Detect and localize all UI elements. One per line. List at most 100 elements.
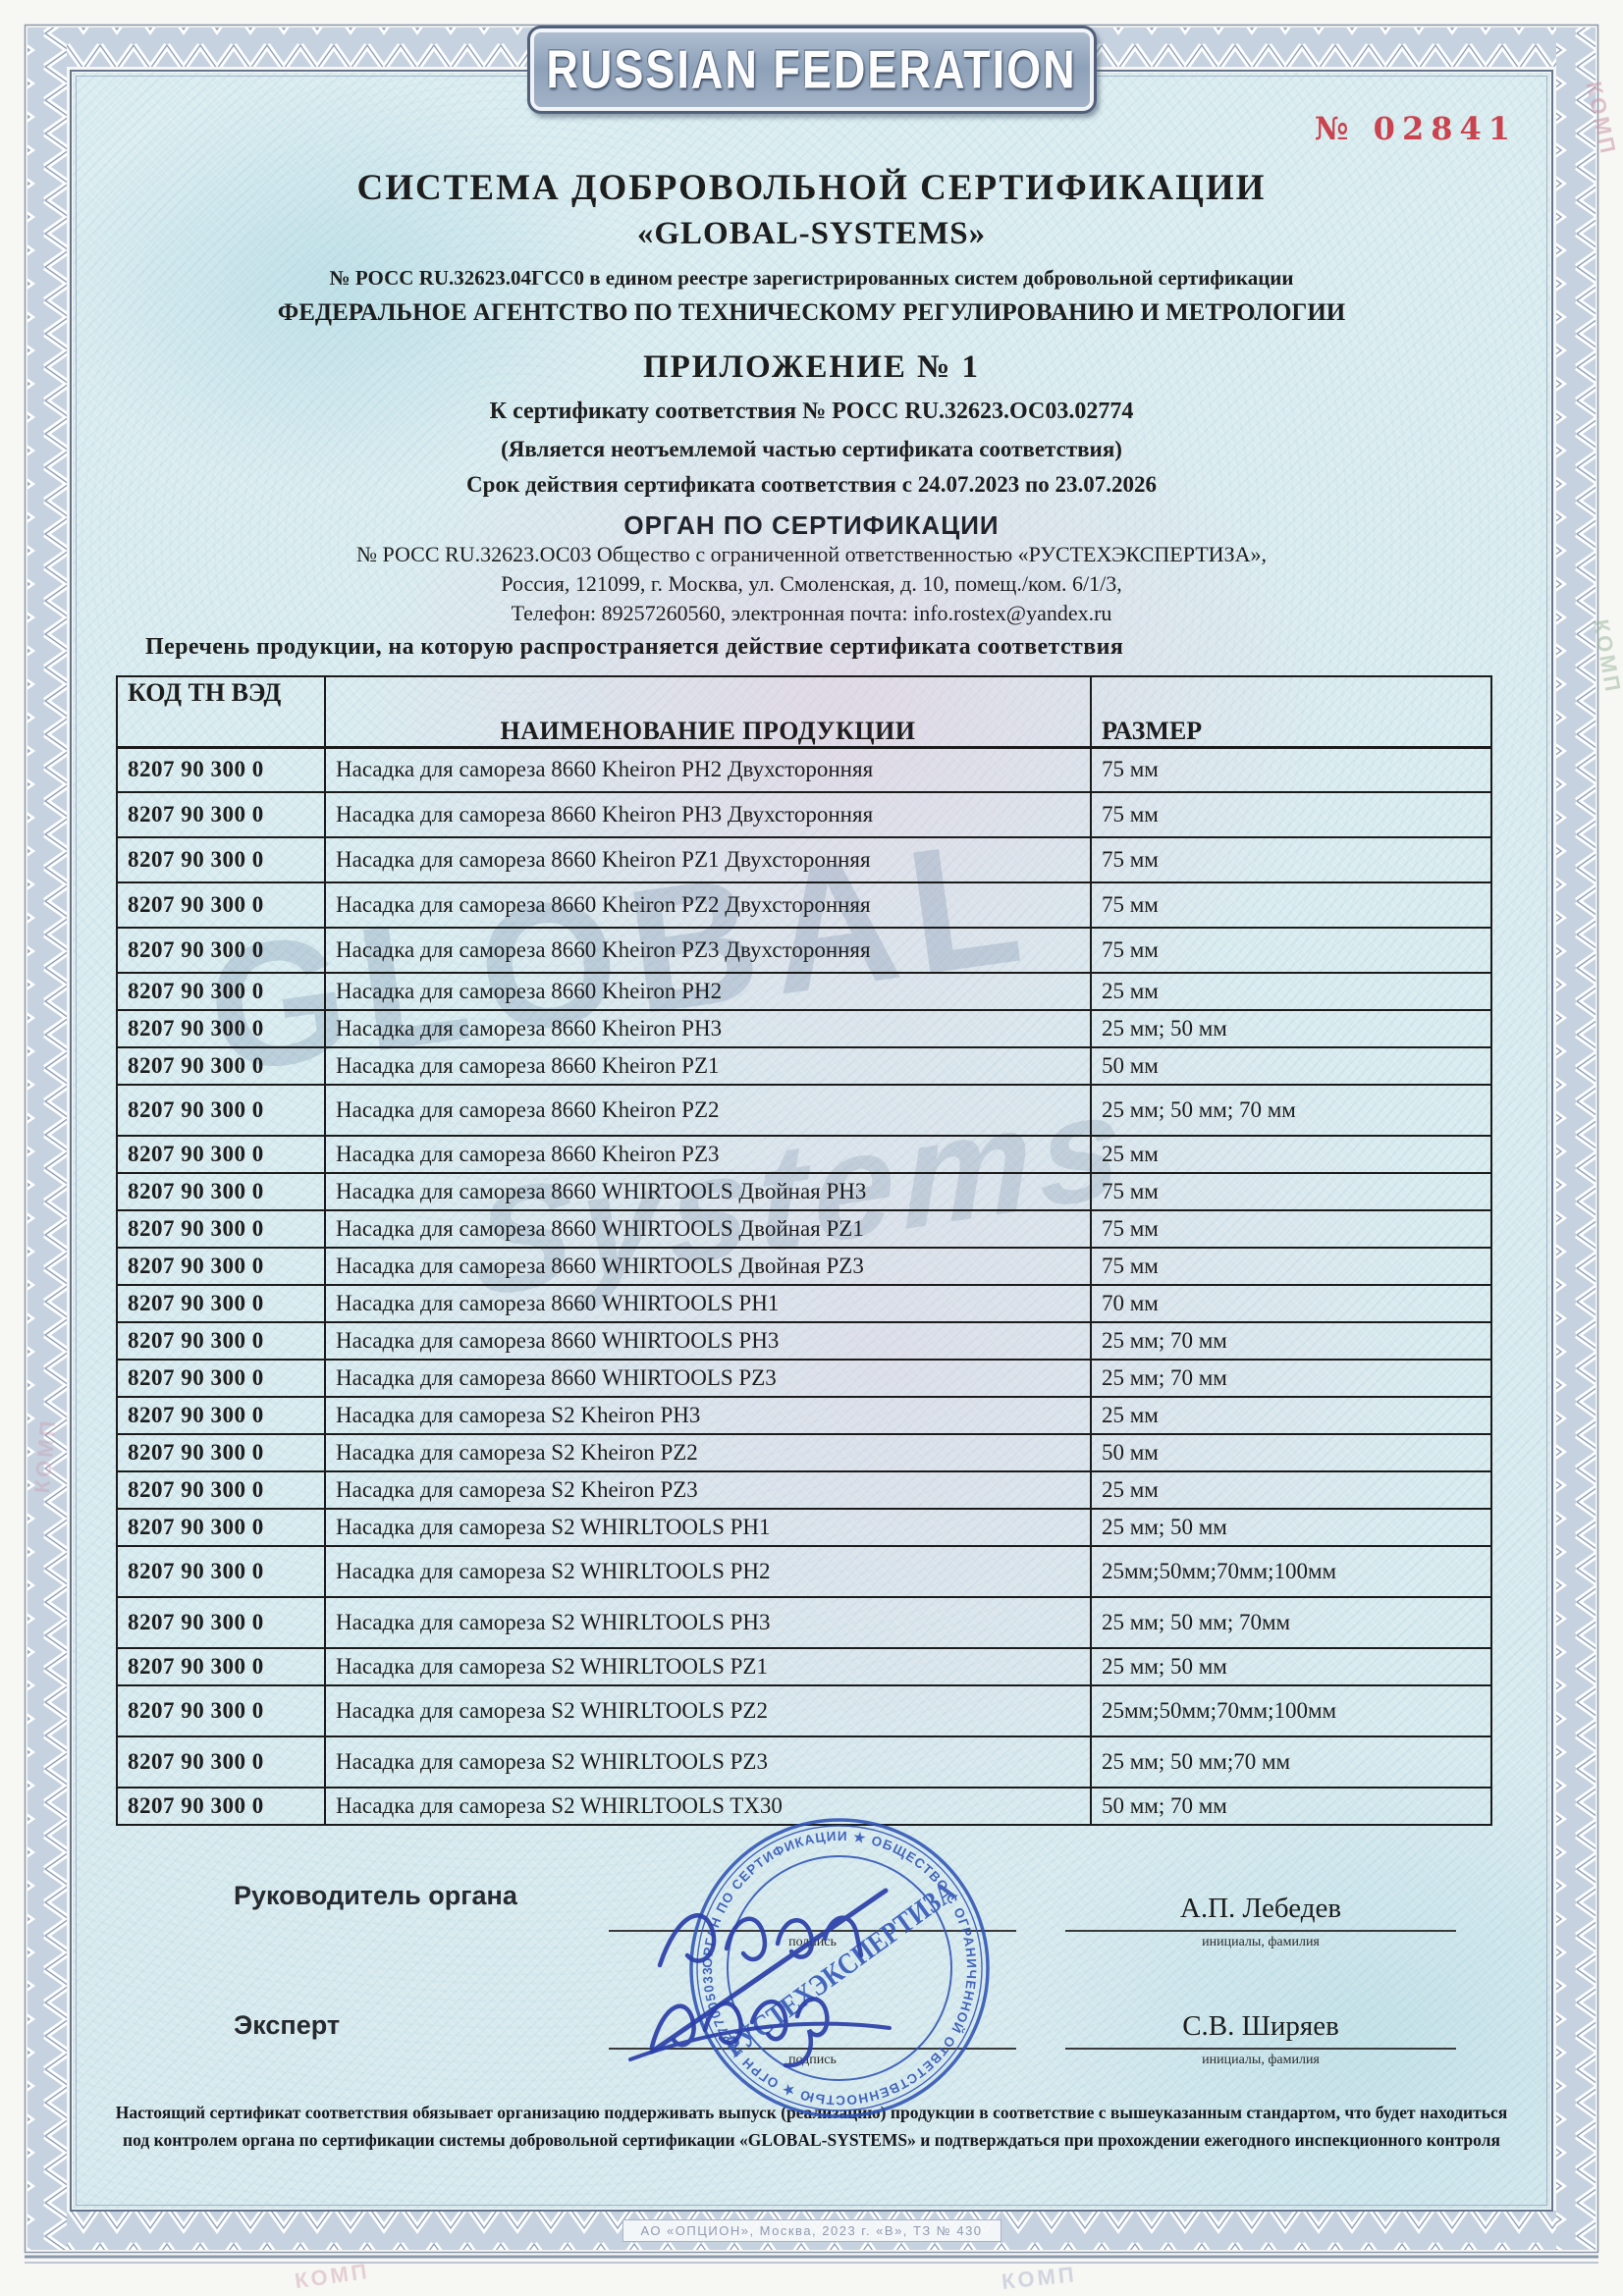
badge-label: RUSSIAN FEDERATION bbox=[546, 38, 1077, 100]
product-list-caption: Перечень продукции, на которую распростр… bbox=[145, 634, 1124, 660]
cell-name: Насадка для самореза S2 WHIRLTOOLS TX30 bbox=[324, 1787, 1092, 1826]
cell-name: Насадка для самореза 8660 Kheiron PZ3 bbox=[324, 1135, 1092, 1174]
table-header-row: КОД ТН ВЭД НАИМЕНОВАНИЕ ПРОДУКЦИИ РАЗМЕР bbox=[116, 675, 1492, 749]
table-row: 8207 90 300 0 Насадка для самореза 8660 K… bbox=[116, 746, 1492, 793]
table-row: 8207 90 300 0 Насадка для самореза 8660 W… bbox=[116, 1321, 1492, 1361]
cell-name: Насадка для самореза S2 Kheiron PH3 bbox=[324, 1396, 1092, 1435]
cell-size: 75 мм bbox=[1090, 927, 1492, 974]
table-row: 8207 90 300 0 Насадка для самореза S2 Khe… bbox=[116, 1433, 1492, 1472]
table-row: 8207 90 300 0 Насадка для самореза S2 WHI… bbox=[116, 1787, 1492, 1826]
table-row: 8207 90 300 0 Насадка для самореза 8660 K… bbox=[116, 1046, 1492, 1086]
table-row: 8207 90 300 0 Насадка для самореза 8660 K… bbox=[116, 972, 1492, 1011]
cell-code: 8207 90 300 0 bbox=[116, 1396, 326, 1435]
certification-body-address: Россия, 121099, г. Москва, ул. Смоленска… bbox=[501, 571, 1122, 596]
head-of-body-label: Руководитель органа bbox=[234, 1881, 517, 1910]
table-row: 8207 90 300 0 Насадка для самореза 8660 W… bbox=[116, 1284, 1492, 1323]
cell-name: Насадка для самореза 8660 Kheiron PH3 Дв… bbox=[324, 791, 1092, 838]
col-header-code: КОД ТН ВЭД bbox=[116, 675, 326, 749]
cell-code: 8207 90 300 0 bbox=[116, 1172, 326, 1211]
cell-name: Насадка для самореза S2 WHIRLTOOLS PZ1 bbox=[324, 1647, 1092, 1686]
certification-body-name: № РОСС RU.32623.ОС03 Общество с ограниче… bbox=[356, 542, 1267, 566]
cell-code: 8207 90 300 0 bbox=[116, 972, 326, 1011]
head-name-caption: инициалы, фамилия bbox=[1202, 1935, 1320, 1949]
document-header: СИСТЕМА ДОБРОВОЛЬНОЙ СЕРТИФИКАЦИИ «GLOBA… bbox=[81, 167, 1542, 628]
cell-size: 25 мм; 50 мм; 70мм bbox=[1090, 1596, 1492, 1649]
agency-line: ФЕДЕРАЛЬНОЕ АГЕНТСТВО ПО ТЕХНИЧЕСКОМУ РЕ… bbox=[277, 299, 1346, 326]
cell-size: 75 мм bbox=[1090, 836, 1492, 883]
expert-label: Эксперт bbox=[234, 2010, 341, 2040]
table-row: 8207 90 300 0 Насадка для самореза 8660 K… bbox=[116, 1135, 1492, 1174]
cell-code: 8207 90 300 0 bbox=[116, 1735, 326, 1789]
head-signature-line bbox=[609, 1877, 1016, 1932]
frame-band-right bbox=[1556, 27, 1596, 2250]
expert-signature-caption: подпись bbox=[788, 2053, 837, 2067]
cell-name: Насадка для самореза 8660 WHIRTOOLS Двой… bbox=[324, 1209, 1092, 1249]
margin-copy-mark: КОМП bbox=[1581, 79, 1622, 159]
certificate-line: К сертификату соответствия № РОСС RU.326… bbox=[489, 399, 1134, 424]
cell-size: 25 мм; 50 мм bbox=[1090, 1009, 1492, 1048]
integral-part-line: (Является неотъемлемой частью сертификат… bbox=[501, 437, 1122, 461]
cell-name: Насадка для самореза 8660 Kheiron PZ2 bbox=[324, 1084, 1092, 1137]
certification-body-contacts: Телефон: 89257260560, электронная почта:… bbox=[511, 601, 1112, 625]
table-row: 8207 90 300 0 Насадка для самореза 8660 K… bbox=[116, 791, 1492, 838]
certificate-number: № 02841 bbox=[1314, 110, 1517, 147]
cell-code: 8207 90 300 0 bbox=[116, 1545, 326, 1598]
table-row: 8207 90 300 0 Насадка для самореза 8660 W… bbox=[116, 1172, 1492, 1211]
product-table: КОД ТН ВЭД НАИМЕНОВАНИЕ ПРОДУКЦИИ РАЗМЕР… bbox=[116, 675, 1492, 1826]
footer-obligation-text: Настоящий сертификат соответствия обязыв… bbox=[98, 2099, 1525, 2154]
cell-name: Насадка для самореза S2 WHIRLTOOLS PZ3 bbox=[324, 1735, 1092, 1789]
cell-size: 50 мм bbox=[1090, 1046, 1492, 1086]
cell-size: 50 мм bbox=[1090, 1433, 1492, 1472]
cell-size: 75 мм bbox=[1090, 881, 1492, 929]
cell-name: Насадка для самореза 8660 WHIRTOOLS Двой… bbox=[324, 1172, 1092, 1211]
table-row: 8207 90 300 0 Насадка для самореза 8660 W… bbox=[116, 1247, 1492, 1286]
product-table-body: 8207 90 300 0 Насадка для самореза 8660 K… bbox=[116, 746, 1492, 1826]
cell-code: 8207 90 300 0 bbox=[116, 1321, 326, 1361]
cell-size: 25 мм; 70 мм bbox=[1090, 1321, 1492, 1361]
table-row: 8207 90 300 0 Насадка для самореза 8660 K… bbox=[116, 836, 1492, 883]
cell-code: 8207 90 300 0 bbox=[116, 1433, 326, 1472]
col-header-size: РАЗМЕР bbox=[1090, 675, 1492, 749]
table-row: 8207 90 300 0 Насадка для самореза S2 WHI… bbox=[116, 1545, 1492, 1598]
cell-size: 25 мм; 50 мм; 70 мм bbox=[1090, 1084, 1492, 1137]
cell-code: 8207 90 300 0 bbox=[116, 1209, 326, 1249]
table-row: 8207 90 300 0 Насадка для самореза 8660 K… bbox=[116, 1009, 1492, 1048]
cell-code: 8207 90 300 0 bbox=[116, 836, 326, 883]
table-row: 8207 90 300 0 Насадка для самореза S2 WHI… bbox=[116, 1647, 1492, 1686]
cell-code: 8207 90 300 0 bbox=[116, 1284, 326, 1323]
margin-copy-mark: КОМП bbox=[293, 2258, 371, 2294]
cell-name: Насадка для самореза 8660 Kheiron PZ1 bbox=[324, 1046, 1092, 1086]
footer-line-2: под контролем органа по сертификации сис… bbox=[123, 2130, 1500, 2150]
cell-name: Насадка для самореза 8660 Kheiron PH2 bbox=[324, 972, 1092, 1011]
table-row: 8207 90 300 0 Насадка для самореза S2 WHI… bbox=[116, 1596, 1492, 1649]
cell-name: Насадка для самореза 8660 WHIRTOOLS PZ3 bbox=[324, 1359, 1092, 1398]
certification-body-title: ОРГАН ПО СЕРТИФИКАЦИИ bbox=[623, 510, 1000, 540]
cell-size: 75 мм bbox=[1090, 791, 1492, 838]
system-title: СИСТЕМА ДОБРОВОЛЬНОЙ СЕРТИФИКАЦИИ bbox=[356, 168, 1267, 208]
cell-size: 25мм;50мм;70мм;100мм bbox=[1090, 1684, 1492, 1737]
cell-size: 75 мм bbox=[1090, 1172, 1492, 1211]
cell-name: Насадка для самореза 8660 Kheiron PH3 bbox=[324, 1009, 1092, 1048]
product-table-wrap: КОД ТН ВЭД НАИМЕНОВАНИЕ ПРОДУКЦИИ РАЗМЕР… bbox=[116, 675, 1492, 1826]
margin-copy-mark: КОМП bbox=[29, 1416, 61, 1495]
system-name: «GLOBAL-SYSTEMS» bbox=[636, 216, 987, 251]
expert-name-caption: инициалы, фамилия bbox=[1202, 2053, 1320, 2067]
cell-code: 8207 90 300 0 bbox=[116, 1508, 326, 1547]
table-row: 8207 90 300 0 Насадка для самореза 8660 K… bbox=[116, 1084, 1492, 1137]
margin-copy-mark: КОМП bbox=[1000, 2262, 1078, 2294]
cell-code: 8207 90 300 0 bbox=[116, 1647, 326, 1686]
frame-band-left bbox=[27, 27, 67, 2250]
cell-size: 70 мм bbox=[1090, 1284, 1492, 1323]
cell-name: Насадка для самореза S2 Kheiron PZ2 bbox=[324, 1433, 1092, 1472]
table-row: 8207 90 300 0 Насадка для самореза S2 Khe… bbox=[116, 1470, 1492, 1510]
cell-size: 25 мм bbox=[1090, 1396, 1492, 1435]
table-row: 8207 90 300 0 Насадка для самореза 8660 W… bbox=[116, 1359, 1492, 1398]
table-row: 8207 90 300 0 Насадка для самореза S2 WHI… bbox=[116, 1508, 1492, 1547]
expert-name: С.В. Ширяев bbox=[1065, 2010, 1456, 2050]
cell-size: 25 мм bbox=[1090, 1135, 1492, 1174]
cell-size: 25 мм; 50 мм;70 мм bbox=[1090, 1735, 1492, 1789]
cell-name: Насадка для самореза S2 WHIRLTOOLS PH3 bbox=[324, 1596, 1092, 1649]
cell-code: 8207 90 300 0 bbox=[116, 1247, 326, 1286]
cell-name: Насадка для самореза 8660 WHIRTOOLS Двой… bbox=[324, 1247, 1092, 1286]
